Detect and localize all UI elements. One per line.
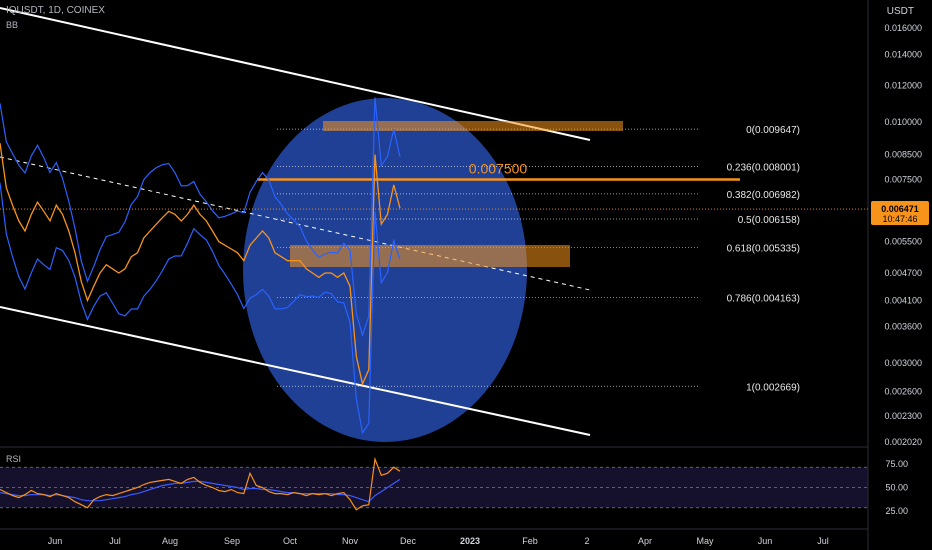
rsi-tick-label: 50.00 (885, 483, 908, 493)
price-tick-label: 0.004700 (884, 268, 922, 278)
fib-level-label: 0.5(0.006158) (738, 215, 800, 226)
indicator-label: BB (6, 20, 19, 30)
bb-lower-band (0, 182, 401, 435)
price-tick-label: 0.014000 (884, 50, 922, 60)
price-tick-label: 0.002600 (884, 386, 922, 396)
rsi-line (0, 456, 401, 511)
price-tick-label: 0.003600 (884, 321, 922, 331)
time-tick-label: 2 (584, 536, 589, 546)
price-tick-label: 0.016000 (884, 23, 922, 33)
price-tick-label: 0.007500 (884, 175, 922, 185)
resistance-zone (323, 121, 623, 131)
fib-level-label: 0.786(0.004163) (727, 293, 800, 304)
rsi-tick-label: 75.00 (885, 459, 908, 469)
channel-lower-line (0, 306, 591, 436)
candle-countdown: 10:47:46 (882, 214, 917, 224)
time-tick-label: Aug (162, 536, 178, 546)
time-tick-label: Dec (400, 536, 417, 546)
currency-label: USDT (886, 6, 914, 17)
rsi-tick-label: 25.00 (885, 506, 908, 516)
fib-level-label: 0.618(0.005335) (727, 244, 800, 255)
highlight-circle (243, 98, 527, 442)
price-tick-label: 0.002020 (884, 437, 922, 447)
time-tick-label: Oct (283, 536, 298, 546)
key-level-label: 0.007500 (469, 161, 528, 177)
time-tick-label: May (696, 536, 714, 546)
channel-mid-line (0, 156, 591, 291)
time-tick-label: Jul (817, 536, 829, 546)
price-tick-label: 0.008500 (884, 149, 922, 159)
fib-level-label: 1(0.002669) (746, 382, 800, 393)
time-tick-label: Sep (224, 536, 240, 546)
fib-level-label: 0.236(0.008001) (727, 163, 800, 174)
price-tick-label: 0.012000 (884, 80, 922, 90)
price-tick-label: 0.004100 (884, 295, 922, 305)
price-line (0, 143, 401, 386)
rsi-ma-line (0, 478, 401, 503)
time-tick-label: Jun (48, 536, 63, 546)
channel-upper-line (0, 7, 591, 141)
time-tick-label: Feb (522, 536, 538, 546)
price-tick-label: 0.002300 (884, 411, 922, 421)
fib-level-label: 0.382(0.006982) (727, 190, 800, 201)
fib-level-label: 0(0.009647) (746, 125, 800, 136)
price-tick-label: 0.003000 (884, 358, 922, 368)
time-tick-label: Jul (109, 536, 121, 546)
current-price-badge (871, 201, 929, 226)
bb-upper-band (0, 97, 401, 338)
price-tick-label: 0.010000 (884, 117, 922, 127)
time-tick-label: 2023 (460, 536, 480, 546)
price-tick-label: 0.005500 (884, 237, 922, 247)
time-tick-label: Apr (638, 536, 652, 546)
rsi-label: RSI (6, 454, 21, 464)
chart-title: IQUSDT, 1D, COINEX (6, 5, 105, 16)
current-price-value: 0.006471 (881, 204, 919, 214)
support-zone (290, 245, 570, 267)
time-tick-label: Nov (342, 536, 359, 546)
time-tick-label: Jun (758, 536, 773, 546)
